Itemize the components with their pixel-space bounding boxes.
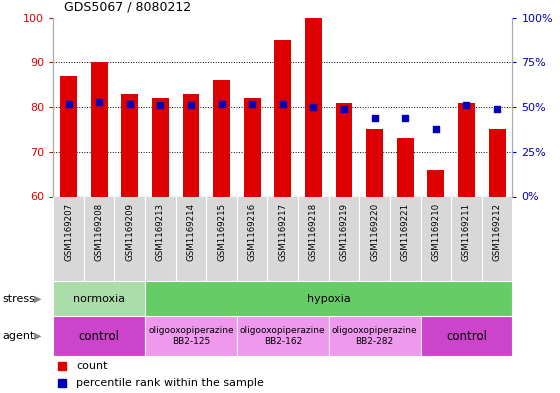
Text: GSM1169211: GSM1169211 xyxy=(462,203,471,261)
Bar xyxy=(145,281,512,316)
Point xyxy=(248,100,256,107)
Bar xyxy=(427,170,444,196)
Text: GSM1169220: GSM1169220 xyxy=(370,203,379,261)
Text: percentile rank within the sample: percentile rank within the sample xyxy=(76,378,264,387)
Bar xyxy=(183,94,199,196)
Text: GSM1169217: GSM1169217 xyxy=(278,203,287,261)
Text: GSM1169218: GSM1169218 xyxy=(309,203,318,261)
Bar xyxy=(329,316,421,356)
Text: count: count xyxy=(76,361,108,371)
Point xyxy=(156,102,165,108)
Bar xyxy=(274,40,291,196)
Point xyxy=(278,100,287,107)
Bar xyxy=(489,129,506,196)
Point xyxy=(462,102,471,108)
Text: GSM1169212: GSM1169212 xyxy=(493,203,502,261)
Text: ▶: ▶ xyxy=(34,294,42,304)
Text: GSM1169221: GSM1169221 xyxy=(401,203,410,261)
Bar xyxy=(145,316,237,356)
Bar xyxy=(60,76,77,196)
Bar xyxy=(366,129,383,196)
Bar xyxy=(421,316,512,356)
Text: GDS5067 / 8080212: GDS5067 / 8080212 xyxy=(64,1,192,14)
Bar xyxy=(91,62,108,196)
Bar xyxy=(244,98,260,196)
Text: GSM1169219: GSM1169219 xyxy=(339,203,348,261)
Text: oligooxopiperazine
BB2-162: oligooxopiperazine BB2-162 xyxy=(240,326,325,346)
Bar xyxy=(213,80,230,196)
Bar xyxy=(122,94,138,196)
Text: GSM1169213: GSM1169213 xyxy=(156,203,165,261)
Bar xyxy=(397,138,414,196)
Point xyxy=(493,106,502,112)
Point xyxy=(95,99,104,105)
Text: oligooxopiperazine
BB2-282: oligooxopiperazine BB2-282 xyxy=(332,326,417,346)
Point xyxy=(431,125,440,132)
Text: hypoxia: hypoxia xyxy=(307,294,351,304)
Text: control: control xyxy=(446,329,487,343)
Text: GSM1169209: GSM1169209 xyxy=(125,203,134,261)
Point xyxy=(64,100,73,107)
Text: GSM1169215: GSM1169215 xyxy=(217,203,226,261)
Point xyxy=(125,100,134,107)
Text: GSM1169207: GSM1169207 xyxy=(64,203,73,261)
Point xyxy=(217,100,226,107)
Bar xyxy=(305,18,322,196)
Text: GSM1169214: GSM1169214 xyxy=(186,203,195,261)
Point xyxy=(401,115,410,121)
Text: agent: agent xyxy=(3,331,35,341)
Bar xyxy=(152,98,169,196)
Bar xyxy=(53,316,145,356)
Bar xyxy=(53,281,145,316)
Bar xyxy=(335,103,352,196)
Text: oligooxopiperazine
BB2-125: oligooxopiperazine BB2-125 xyxy=(148,326,234,346)
Text: control: control xyxy=(78,329,120,343)
Text: ▶: ▶ xyxy=(34,331,42,341)
Bar xyxy=(237,316,329,356)
Point xyxy=(339,106,348,112)
Text: GSM1169208: GSM1169208 xyxy=(95,203,104,261)
Point xyxy=(370,115,379,121)
Point xyxy=(186,102,195,108)
Text: GSM1169216: GSM1169216 xyxy=(248,203,256,261)
Text: GSM1169210: GSM1169210 xyxy=(431,203,440,261)
Text: stress: stress xyxy=(3,294,36,304)
Text: normoxia: normoxia xyxy=(73,294,125,304)
Bar xyxy=(458,103,475,196)
Point xyxy=(309,104,318,110)
